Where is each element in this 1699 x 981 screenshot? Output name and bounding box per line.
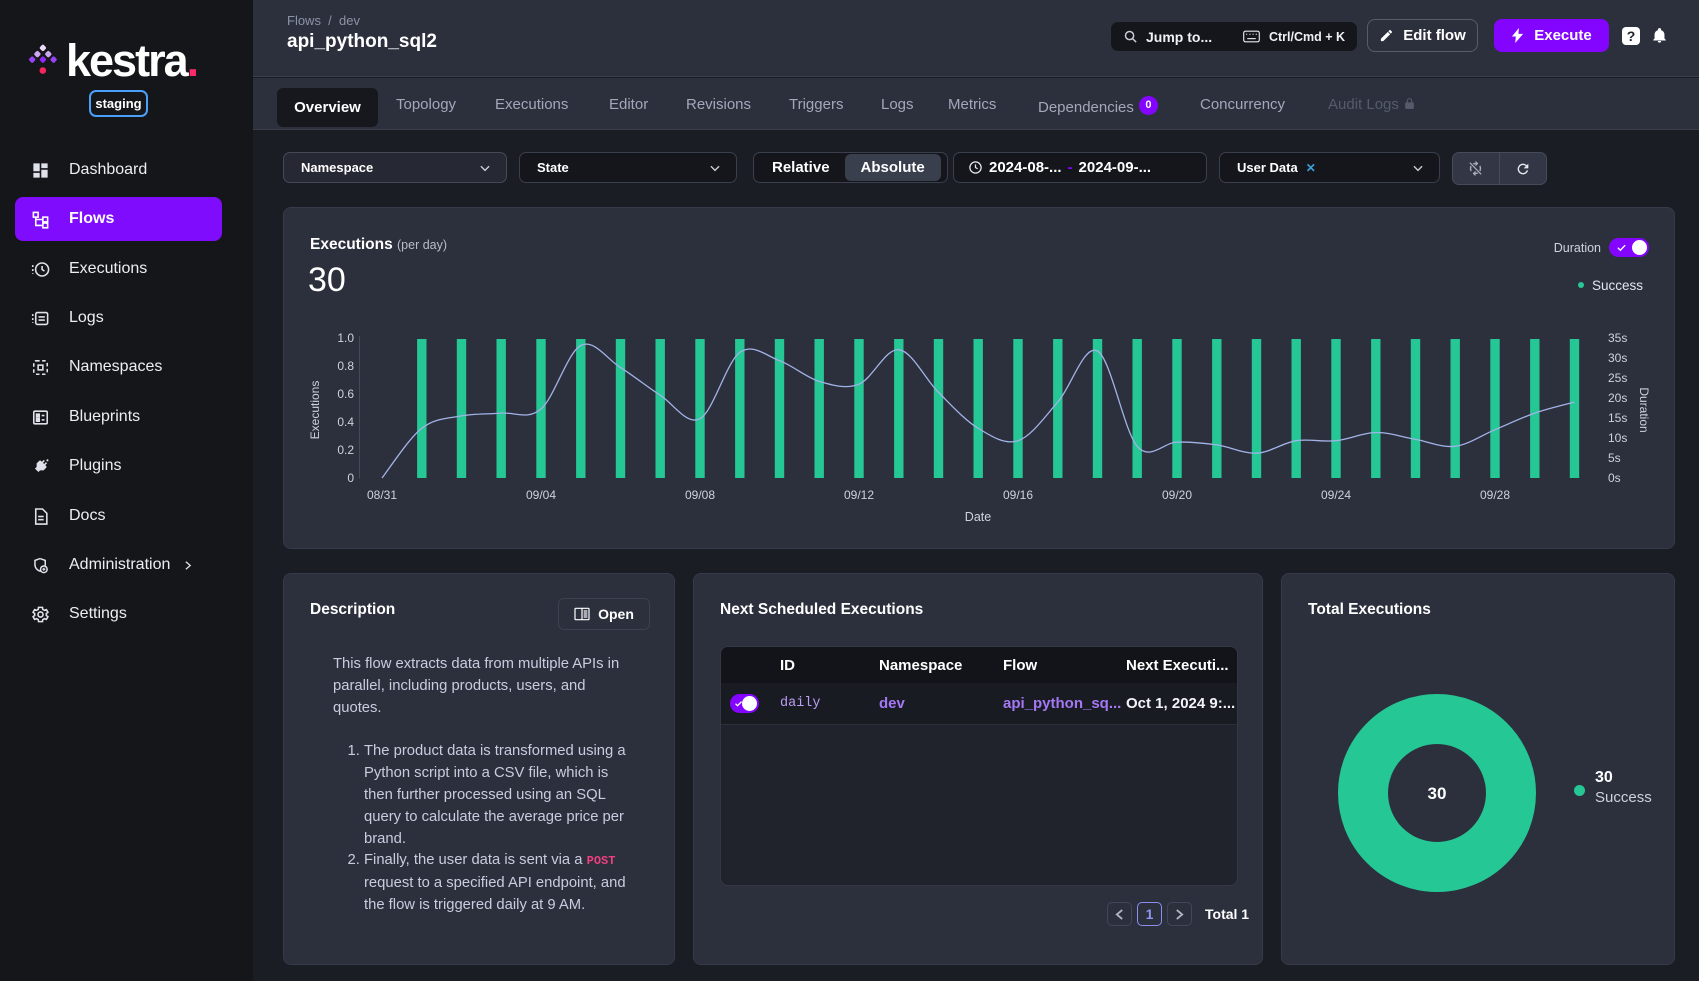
- svg-text:0.2: 0.2: [337, 443, 354, 457]
- svg-text:09/20: 09/20: [1162, 488, 1192, 502]
- svg-text:Duration: Duration: [1637, 387, 1651, 432]
- svg-text:09/08: 09/08: [685, 488, 715, 502]
- svg-text:30: 30: [1428, 784, 1447, 803]
- svg-text:09/28: 09/28: [1480, 488, 1510, 502]
- svg-text:25s: 25s: [1608, 371, 1627, 385]
- svg-text:20s: 20s: [1608, 391, 1627, 405]
- svg-text:1.0: 1.0: [337, 331, 354, 345]
- svg-text:Executions: Executions: [308, 381, 322, 440]
- svg-text:5s: 5s: [1608, 451, 1621, 465]
- svg-text:15s: 15s: [1608, 411, 1627, 425]
- svg-text:Date: Date: [965, 510, 991, 524]
- svg-text:0s: 0s: [1608, 471, 1621, 485]
- svg-text:0.6: 0.6: [337, 387, 354, 401]
- svg-text:08/31: 08/31: [367, 488, 397, 502]
- svg-text:09/12: 09/12: [844, 488, 874, 502]
- svg-text:09/24: 09/24: [1321, 488, 1351, 502]
- svg-text:09/04: 09/04: [526, 488, 556, 502]
- svg-text:35s: 35s: [1608, 331, 1627, 345]
- svg-text:09/16: 09/16: [1003, 488, 1033, 502]
- svg-text:30s: 30s: [1608, 351, 1627, 365]
- svg-text:10s: 10s: [1608, 431, 1627, 445]
- svg-text:0.8: 0.8: [337, 359, 354, 373]
- svg-text:0.4: 0.4: [337, 415, 354, 429]
- svg-text:0: 0: [347, 471, 354, 485]
